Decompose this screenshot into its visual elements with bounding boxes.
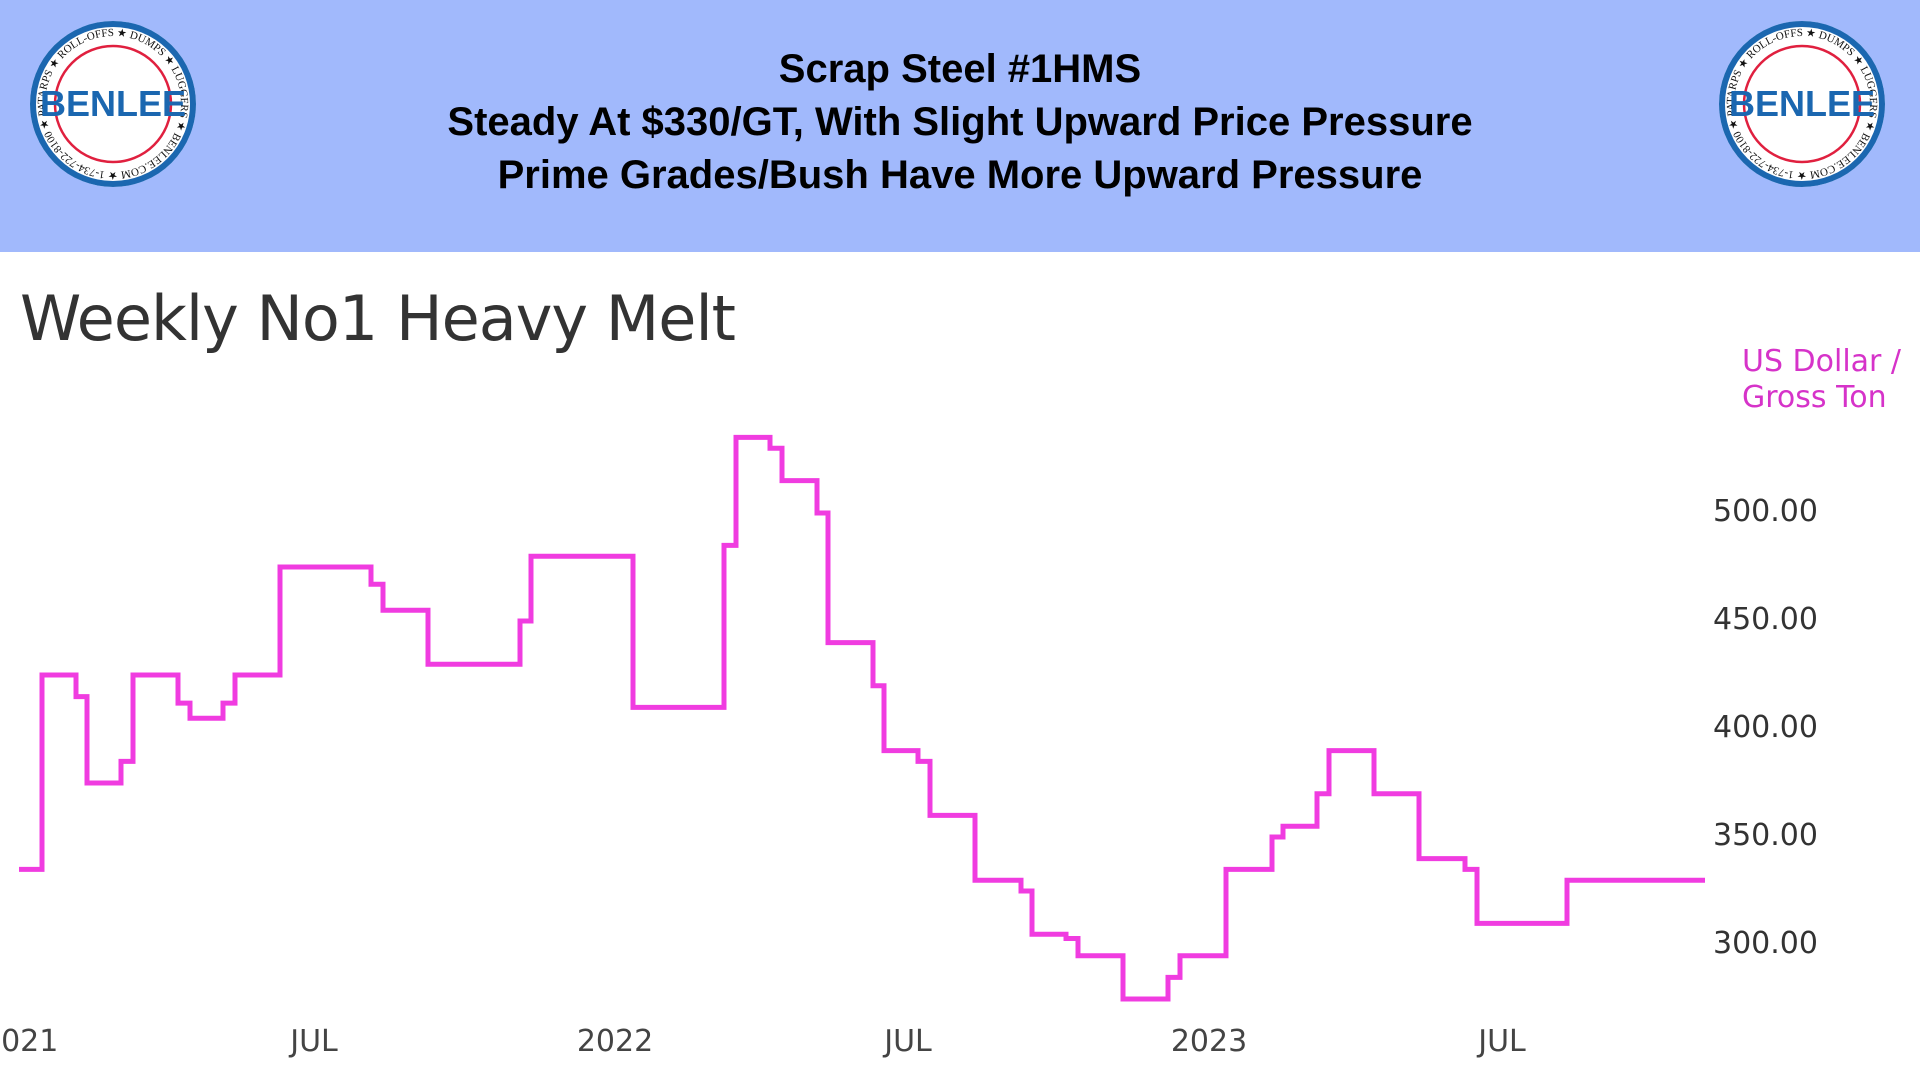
headline-line-1: Scrap Steel #1HMS: [778, 47, 1142, 91]
y-axis-unit-label: US Dollar / Gross Ton: [1742, 344, 1901, 416]
x-tick-2022: 2022: [576, 1024, 654, 1059]
price-step-line: [19, 434, 1705, 1002]
x-tick-jul-2022: JUL: [884, 1024, 932, 1059]
y-tick-400: 400.00: [1713, 710, 1818, 745]
y-tick-300: 300.00: [1713, 926, 1818, 961]
y-axis-unit-line-2: Gross Ton: [1742, 380, 1887, 415]
svg-text:BENLEE: BENLEE: [1729, 83, 1875, 124]
headline-line-2: Steady At $330/GT, With Slight Upward Pr…: [447, 100, 1473, 144]
x-tick-2021: 2021: [0, 1024, 59, 1059]
header-banner: TARPS ★ ROLL-OFFS ★ DUMPS ★ LUGGERS ★ BE…: [0, 0, 1920, 252]
y-tick-500: 500.00: [1713, 494, 1818, 529]
svg-text:BENLEE: BENLEE: [40, 83, 186, 124]
benlee-logo-left: TARPS ★ ROLL-OFFS ★ DUMPS ★ LUGGERS ★ BE…: [27, 18, 196, 187]
y-tick-450: 450.00: [1713, 602, 1818, 637]
x-tick-jul-2021: JUL: [290, 1024, 338, 1059]
x-tick-2023: 2023: [1170, 1024, 1248, 1059]
y-tick-350: 350.00: [1713, 818, 1818, 853]
chart-title: Weekly No1 Heavy Melt: [20, 282, 736, 355]
headline-line-3: Prime Grades/Bush Have More Upward Press…: [497, 153, 1423, 197]
y-axis-unit-line-1: US Dollar /: [1742, 344, 1902, 379]
benlee-logo-right: TARPS ★ ROLL-OFFS ★ DUMPS ★ LUGGERS ★ BE…: [1716, 18, 1885, 187]
x-tick-jul-2023: JUL: [1478, 1024, 1526, 1059]
